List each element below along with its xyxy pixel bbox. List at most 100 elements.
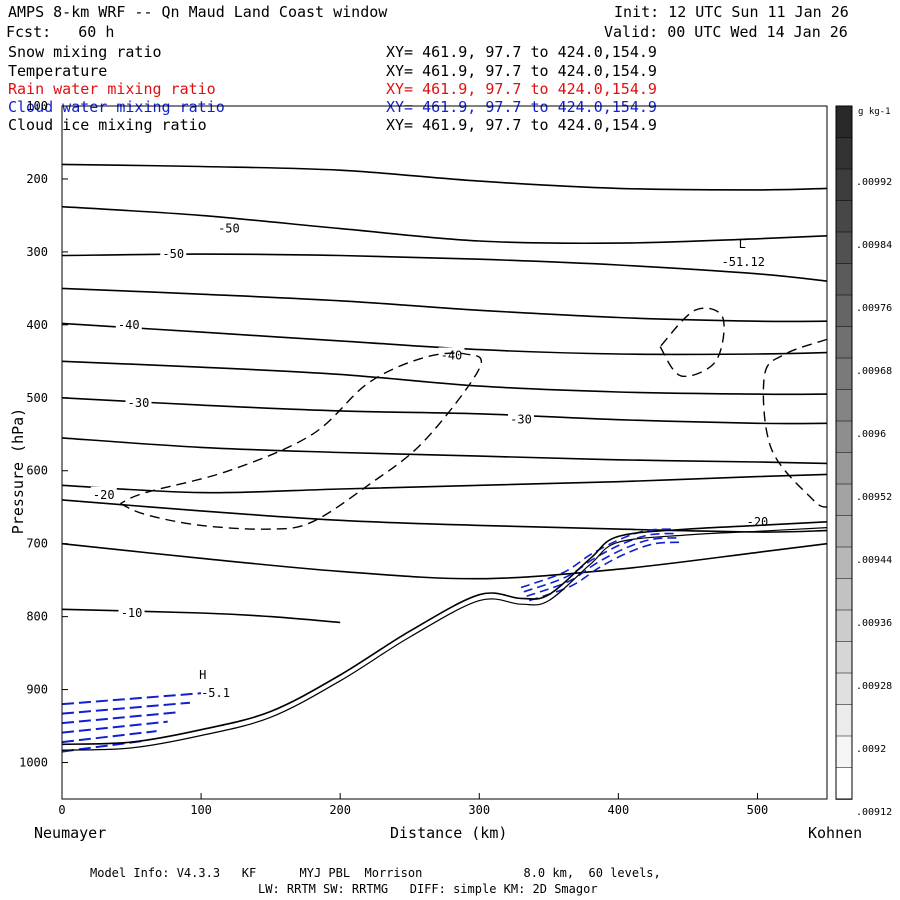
colorbar-tick-label: .00928 <box>856 681 892 692</box>
colorbar-segment <box>835 546 853 580</box>
cloud-water-contour <box>61 720 168 734</box>
field-name-snow: Snow mixing ratio <box>8 43 162 61</box>
isotherm-label-bg <box>508 411 534 426</box>
high-mark: H <box>199 668 206 682</box>
field-name-temperature: Temperature <box>8 62 108 80</box>
low-value: -51.12 <box>722 255 765 269</box>
x-tick-label: 400 <box>608 803 630 817</box>
colorbar-segment <box>835 263 853 296</box>
colorbar-segment <box>835 704 853 737</box>
snow-contour <box>659 307 725 378</box>
y-tick-label: 1000 <box>19 756 48 770</box>
cloud-water-contour <box>61 730 157 744</box>
colorbar-tick-label: .00944 <box>856 555 892 566</box>
low-mark: L <box>739 237 746 251</box>
high-value: -5.1 <box>201 686 230 700</box>
colorbar-segment <box>835 735 853 769</box>
colorbar-frame <box>835 105 853 800</box>
colorbar-segment <box>835 137 853 170</box>
isotherm-label: -30 <box>128 396 150 410</box>
cloud-water-contour <box>529 541 683 602</box>
y-tick-label: 400 <box>26 318 48 332</box>
x-tick-label: 500 <box>747 803 769 817</box>
cloud-water-contour <box>523 532 677 593</box>
isotherm-label: -20 <box>747 515 769 529</box>
x-axis-label: Distance (km) <box>390 824 508 842</box>
colorbar-segment <box>835 200 853 233</box>
cloud-water-contour <box>61 701 191 715</box>
cloud-water-contour <box>520 528 675 589</box>
terrain-surface-line <box>61 521 828 746</box>
isotherm-line <box>61 322 828 356</box>
isotherm-label: -30 <box>510 413 532 427</box>
colorbar-segment <box>835 515 853 548</box>
x-tick-label: 300 <box>468 803 490 817</box>
colorbar-tick-label: .00976 <box>856 303 892 314</box>
colorbar-tick-label: .00992 <box>856 177 892 188</box>
isotherm-line <box>61 253 828 282</box>
isotherm-label: -10 <box>121 606 143 620</box>
colorbar-segment <box>835 578 853 611</box>
isotherm-line <box>61 397 828 425</box>
colorbar-unit-label: g kg-1 <box>858 107 891 117</box>
y-tick-label: 100 <box>26 99 48 113</box>
isotherm-line <box>61 205 828 245</box>
isotherm-line <box>61 473 828 494</box>
isotherm-label-bg <box>118 604 145 619</box>
x-tick-label: 200 <box>329 803 351 817</box>
terrain-surface-line <box>61 527 828 751</box>
colorbar-segment <box>835 389 853 422</box>
field-xy-snow: XY= 461.9, 97.7 to 424.0,154.9 <box>386 43 657 61</box>
snow-contour <box>762 338 828 508</box>
model-info-line2: LW: RRTM SW: RRTMG DIFF: simple KM: 2D S… <box>258 882 598 896</box>
cloud-water-contour <box>526 537 680 597</box>
valid-time: Valid: 00 UTC Wed 14 Jan 26 <box>604 23 848 41</box>
chart-title: AMPS 8-km WRF -- Qn Maud Land Coast wind… <box>8 3 388 21</box>
x-tick-label: 0 <box>58 803 65 817</box>
colorbar-tick-label: .00936 <box>856 618 892 629</box>
colorbar-tick-label: .00968 <box>856 366 892 377</box>
y-tick-label: 300 <box>26 245 48 259</box>
colorbar-segment <box>835 767 853 800</box>
colorbar-tick-label: .0096 <box>856 429 886 440</box>
y-axis-label: Pressure (hPa) <box>9 407 28 535</box>
colorbar-segment <box>835 420 853 454</box>
isotherm-line <box>61 360 828 396</box>
colorbar-tick-label: .00912 <box>856 807 892 818</box>
left-endpoint-label: Neumayer <box>34 824 107 842</box>
isotherm-line <box>61 163 828 191</box>
x-tick-label: 100 <box>190 803 212 817</box>
colorbar-segment <box>835 483 853 517</box>
isotherm-label-bg <box>125 394 152 409</box>
right-endpoint-label: Kohnen <box>808 824 863 842</box>
plot-frame <box>61 105 828 800</box>
y-tick-label: 600 <box>26 464 48 478</box>
field-name-rain: Rain water mixing ratio <box>8 80 216 98</box>
y-tick-label: 500 <box>26 391 48 405</box>
colorbar-segment <box>835 294 853 328</box>
colorbar-segment <box>835 231 853 265</box>
isotherm-line <box>61 287 828 323</box>
colorbar-segment <box>835 105 853 139</box>
isotherm-line <box>61 437 828 465</box>
cloud-water-contour <box>61 711 179 725</box>
isotherm-label: -20 <box>93 488 115 502</box>
isotherm-label: -50 <box>162 247 184 261</box>
y-tick-label: 200 <box>26 172 48 186</box>
colorbar-segment <box>835 357 853 391</box>
field-name-cloud-water: Cloud water mixing ratio <box>8 98 225 116</box>
y-tick-label: 800 <box>26 610 48 624</box>
colorbar-tick-label: .0092 <box>856 744 886 755</box>
isotherm-label-bg <box>215 220 242 235</box>
forecast-hour: Fcst: 60 h <box>6 23 115 41</box>
cloud-water-contour <box>61 692 202 706</box>
field-xy-rain: XY= 461.9, 97.7 to 424.0,154.9 <box>386 80 657 98</box>
isotherm-label: -50 <box>218 222 240 236</box>
y-tick-label: 900 <box>26 683 48 697</box>
isotherm-label-bg <box>438 347 465 362</box>
field-name-cloud-ice: Cloud ice mixing ratio <box>8 116 207 134</box>
colorbar-segment <box>835 168 853 202</box>
colorbar-segment <box>835 609 853 643</box>
field-xy-temperature: XY= 461.9, 97.7 to 424.0,154.9 <box>386 62 657 80</box>
